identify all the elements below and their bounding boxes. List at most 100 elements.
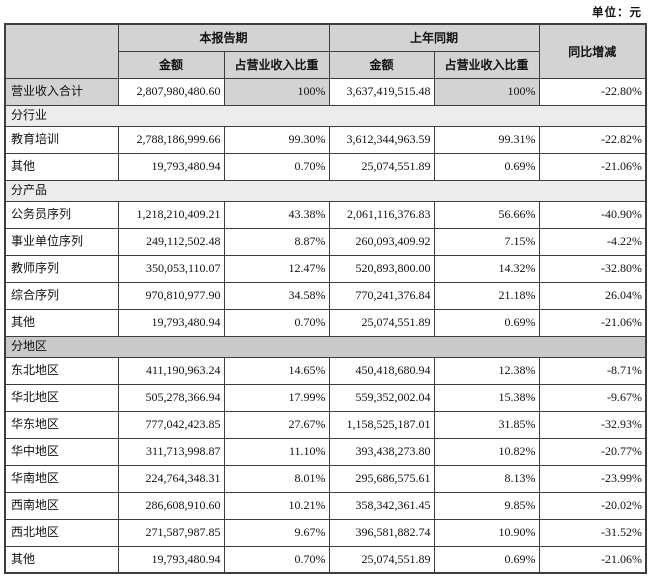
- prior-pct: 12.38%: [433, 356, 540, 385]
- current-amount: 224,764,348.31: [117, 464, 225, 493]
- table-row: 西北地区 271,587,987.85 9.67% 396,581,882.74 10.…: [4, 518, 647, 547]
- section-label: 分行业: [4, 104, 647, 127]
- row-label: 事业单位序列: [4, 227, 119, 256]
- prior-pct: 0.69%: [433, 308, 540, 337]
- prior-pct: 10.90%: [433, 518, 540, 547]
- prior-pct: 100%: [433, 77, 540, 106]
- prior-amount: 25,074,551.89: [328, 545, 435, 574]
- yoy-value: 26.04%: [538, 281, 647, 310]
- yoy-value: -8.71%: [538, 356, 647, 385]
- current-amount: 970,810,977.90: [117, 281, 225, 310]
- header-amount-prior: 金额: [328, 50, 435, 79]
- prior-amount: 358,342,361.45: [328, 491, 435, 520]
- current-amount: 350,053,110.07: [117, 254, 225, 283]
- current-amount: 19,793,480.94: [117, 308, 225, 337]
- current-pct: 11.10%: [223, 437, 330, 466]
- current-pct: 0.70%: [223, 308, 330, 337]
- prior-amount: 3,612,344,963.59: [328, 125, 435, 154]
- prior-pct: 0.69%: [433, 152, 540, 181]
- current-amount: 311,713,998.87: [117, 437, 225, 466]
- header-row-2: 金额 占营业收入比重 金额 占营业收入比重: [5, 50, 646, 79]
- table-row: 综合序列 970,810,977.90 34.58% 770,241,376.84 21…: [4, 281, 647, 310]
- current-amount: 19,793,480.94: [117, 152, 225, 181]
- table-row: 教育培训 2,788,186,999.66 99.30% 3,612,344,963.…: [4, 125, 647, 154]
- row-label: 东北地区: [4, 356, 119, 385]
- yoy-value: -21.06%: [538, 308, 647, 337]
- yoy-value: -22.82%: [538, 125, 647, 154]
- prior-amount: 770,241,376.84: [328, 281, 435, 310]
- current-pct: 0.70%: [223, 545, 330, 574]
- current-amount: 2,788,186,999.66: [117, 125, 225, 154]
- row-label: 公务员序列: [4, 200, 119, 229]
- current-amount: 249,112,502.48: [117, 227, 225, 256]
- table-row: 其他 19,793,480.94 0.70% 25,074,551.89 0.69% -2…: [4, 545, 647, 574]
- current-amount: 2,807,980,480.60: [117, 77, 225, 106]
- prior-amount: 1,158,525,187.01: [328, 410, 435, 439]
- prior-pct: 31.85%: [433, 410, 540, 439]
- yoy-value: -21.06%: [538, 545, 647, 574]
- current-pct: 0.70%: [223, 152, 330, 181]
- prior-pct: 10.82%: [433, 437, 540, 466]
- prior-pct: 21.18%: [433, 281, 540, 310]
- current-amount: 19,793,480.94: [117, 545, 225, 574]
- unit-label: 单位：元: [592, 7, 642, 19]
- header-yoy-change: 同比增减: [538, 23, 647, 79]
- prior-pct: 56.66%: [433, 200, 540, 229]
- yoy-value: -32.93%: [538, 410, 647, 439]
- prior-amount: 450,418,680.94: [328, 356, 435, 385]
- row-label: 西北地区: [4, 518, 119, 547]
- table-row: 其他 19,793,480.94 0.70% 25,074,551.89 0.69% -2…: [4, 152, 647, 181]
- row-label: 华南地区: [4, 464, 119, 493]
- prior-pct: 99.31%: [433, 125, 540, 154]
- section-row: 分地区: [4, 335, 647, 358]
- current-pct: 8.87%: [223, 227, 330, 256]
- section-label: 分地区: [4, 335, 647, 358]
- current-pct: 100%: [223, 77, 330, 106]
- prior-amount: 25,074,551.89: [328, 308, 435, 337]
- yoy-value: -40.90%: [538, 200, 647, 229]
- row-label: 华北地区: [4, 383, 119, 412]
- current-pct: 12.47%: [223, 254, 330, 283]
- current-pct: 17.99%: [223, 383, 330, 412]
- row-label: 华中地区: [4, 437, 119, 466]
- prior-pct: 9.85%: [433, 491, 540, 520]
- table-row: 东北地区 411,190,963.24 14.65% 450,418,680.94 12…: [4, 356, 647, 385]
- revenue-breakdown-table: 本报告期 上年同期 同比增减 金额 占营业收入比重 金额 占营业收入比重 营业收…: [4, 23, 648, 574]
- yoy-value: -23.99%: [538, 464, 647, 493]
- current-amount: 271,587,987.85: [117, 518, 225, 547]
- row-label: 其他: [4, 308, 119, 337]
- header-pct-current: 占营业收入比重: [223, 50, 330, 79]
- section-row: 分产品: [4, 179, 647, 202]
- prior-amount: 396,581,882.74: [328, 518, 435, 547]
- current-pct: 14.65%: [223, 356, 330, 385]
- prior-pct: 7.15%: [433, 227, 540, 256]
- yoy-value: -31.52%: [538, 518, 647, 547]
- header-row-1: 本报告期 上年同期 同比增减: [4, 23, 647, 79]
- table-row: 其他 19,793,480.94 0.70% 25,074,551.89 0.69% -2…: [4, 308, 647, 337]
- table-header: 本报告期 上年同期 同比增减 金额 占营业收入比重 金额 占营业收入比重: [4, 23, 647, 79]
- yoy-value: -32.80%: [538, 254, 647, 283]
- header-prior-period: 上年同期: [328, 23, 540, 52]
- prior-amount: 559,352,002.04: [328, 383, 435, 412]
- yoy-value: -4.22%: [538, 227, 647, 256]
- current-amount: 286,608,910.60: [117, 491, 225, 520]
- table-row: 华南地区 224,764,348.31 8.01% 295,686,575.61 8.1…: [4, 464, 647, 493]
- current-amount: 777,042,423.85: [117, 410, 225, 439]
- table-row: 华东地区 777,042,423.85 27.67% 1,158,525,187.01…: [4, 410, 647, 439]
- prior-pct: 8.13%: [433, 464, 540, 493]
- prior-pct: 14.32%: [433, 254, 540, 283]
- prior-amount: 2,061,116,376.83: [328, 200, 435, 229]
- row-label: 综合序列: [4, 281, 119, 310]
- table-body: 营业收入合计 2,807,980,480.60 100% 3,637,419,515.…: [4, 77, 647, 574]
- current-pct: 27.67%: [223, 410, 330, 439]
- table-row: 华中地区 311,713,998.87 11.10% 393,438,273.80 10…: [4, 437, 647, 466]
- header-empty-cell: [4, 23, 119, 79]
- table-row: 西南地区 286,608,910.60 10.21% 358,342,361.45 9.…: [4, 491, 647, 520]
- prior-amount: 3,637,419,515.48: [328, 77, 435, 106]
- prior-pct: 0.69%: [433, 545, 540, 574]
- current-pct: 10.21%: [223, 491, 330, 520]
- prior-amount: 25,074,551.89: [328, 152, 435, 181]
- row-label: 西南地区: [4, 491, 119, 520]
- current-pct: 8.01%: [223, 464, 330, 493]
- current-pct: 43.38%: [223, 200, 330, 229]
